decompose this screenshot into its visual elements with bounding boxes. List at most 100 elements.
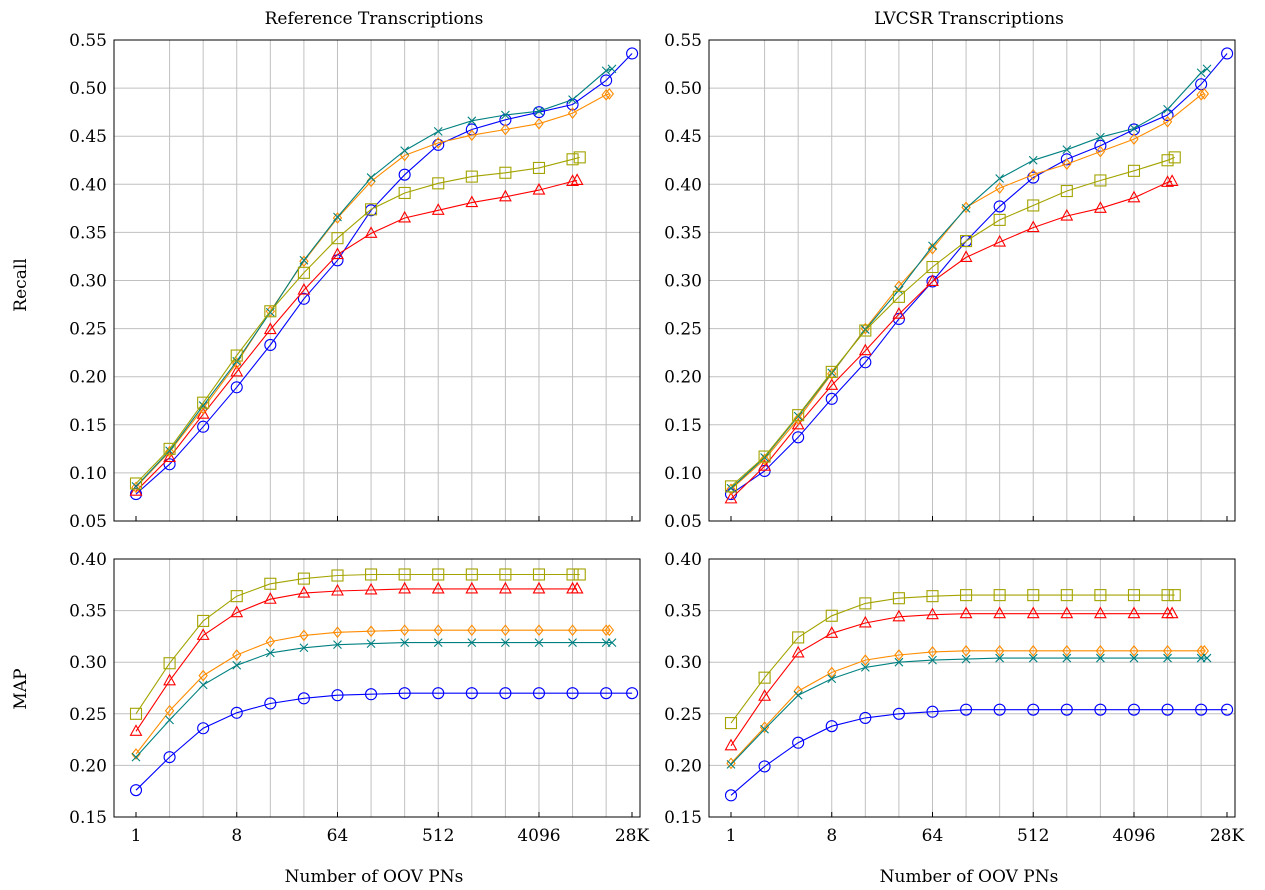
data-point bbox=[827, 674, 837, 684]
data-point bbox=[163, 657, 176, 670]
y-tick-label: 0.05 bbox=[69, 512, 107, 532]
data-point bbox=[433, 127, 443, 136]
data-point bbox=[465, 568, 478, 581]
data-point bbox=[926, 274, 939, 287]
data-point bbox=[398, 568, 411, 581]
data-point bbox=[129, 477, 143, 490]
data-point bbox=[499, 166, 512, 179]
data-point bbox=[573, 568, 586, 581]
data-point bbox=[1168, 589, 1181, 602]
data-point bbox=[432, 687, 445, 700]
data-point bbox=[825, 609, 838, 622]
data-point bbox=[498, 581, 512, 594]
data-point bbox=[567, 107, 578, 119]
data-point bbox=[959, 250, 973, 262]
series-line bbox=[135, 588, 578, 732]
data-point bbox=[297, 572, 310, 585]
data-point bbox=[532, 161, 546, 174]
data-point bbox=[131, 748, 141, 760]
data-point bbox=[197, 396, 210, 409]
data-point bbox=[299, 629, 309, 642]
data-point bbox=[993, 200, 1006, 213]
data-point bbox=[398, 687, 411, 700]
y-tick-label: 0.55 bbox=[664, 31, 702, 51]
data-point bbox=[792, 631, 805, 644]
data-point bbox=[230, 349, 243, 362]
data-point bbox=[1027, 703, 1040, 716]
data-point bbox=[928, 241, 937, 251]
data-point bbox=[1221, 47, 1234, 60]
y-tick-label: 0.20 bbox=[69, 756, 107, 776]
data-point bbox=[892, 307, 906, 319]
y-tick-label: 0.30 bbox=[69, 272, 107, 292]
data-point bbox=[163, 751, 176, 764]
data-point bbox=[467, 129, 477, 142]
data-point bbox=[927, 645, 938, 658]
data-point bbox=[1096, 132, 1105, 142]
y-tick-label: 0.15 bbox=[69, 808, 107, 828]
data-point bbox=[960, 235, 973, 248]
data-point bbox=[230, 590, 243, 603]
data-point bbox=[331, 689, 344, 702]
data-point bbox=[859, 356, 872, 369]
data-point bbox=[1028, 168, 1038, 181]
data-point bbox=[164, 445, 175, 458]
data-point bbox=[928, 655, 937, 665]
y-tick-label: 0.45 bbox=[69, 127, 107, 147]
data-point bbox=[398, 168, 411, 181]
data-point bbox=[1093, 606, 1107, 619]
x-tick-label: 4096 bbox=[1112, 826, 1155, 846]
data-point bbox=[165, 446, 174, 456]
series-circle bbox=[724, 703, 1234, 802]
data-point bbox=[961, 644, 971, 657]
data-point bbox=[1127, 190, 1141, 203]
data-point bbox=[264, 697, 277, 710]
y-tick-label: 0.05 bbox=[664, 512, 702, 532]
data-point bbox=[431, 203, 445, 215]
data-point bbox=[265, 648, 275, 658]
x-tick-label: 28K bbox=[615, 826, 650, 846]
axes-frame bbox=[708, 39, 1236, 522]
data-point bbox=[1060, 703, 1073, 716]
data-point bbox=[860, 654, 871, 667]
panel-title: Reference Transcriptions bbox=[265, 9, 484, 29]
data-point bbox=[230, 381, 243, 394]
plot-area: 0.15 0.20 0.25 0.30 0.35 0.40 1 8 64 512 4096 28K bbox=[69, 550, 649, 846]
data-point bbox=[498, 189, 512, 202]
y-tick-label: 0.10 bbox=[69, 464, 107, 484]
data-point bbox=[501, 638, 510, 647]
data-point bbox=[566, 174, 579, 186]
data-point bbox=[163, 450, 177, 463]
axes-frame bbox=[113, 558, 641, 818]
axes-frame bbox=[113, 39, 641, 522]
data-point bbox=[297, 292, 310, 305]
y-tick-label: 0.10 bbox=[664, 464, 702, 484]
data-point bbox=[431, 581, 445, 594]
data-point bbox=[858, 615, 872, 628]
data-point bbox=[724, 717, 738, 730]
x-tick-label: 512 bbox=[422, 826, 454, 846]
panel-ref-recall: Reference Transcriptions Recall bbox=[11, 9, 483, 312]
data-point bbox=[758, 450, 771, 463]
data-point bbox=[1199, 87, 1210, 100]
data-point bbox=[994, 182, 1005, 195]
data-point bbox=[726, 759, 736, 769]
series-square bbox=[129, 151, 586, 490]
y-tick-label: 0.55 bbox=[69, 31, 107, 51]
data-point bbox=[626, 687, 639, 700]
data-point bbox=[230, 706, 243, 719]
series-line bbox=[135, 179, 578, 492]
data-point bbox=[232, 649, 242, 661]
data-point bbox=[129, 724, 143, 736]
y-tick-label: 0.45 bbox=[664, 127, 702, 147]
data-point bbox=[230, 364, 244, 377]
data-point bbox=[960, 703, 973, 716]
data-point bbox=[532, 581, 546, 594]
data-point bbox=[1062, 644, 1072, 657]
data-point bbox=[626, 47, 639, 60]
data-point bbox=[1062, 158, 1072, 170]
data-point bbox=[994, 644, 1005, 657]
x-tick-label: 4096 bbox=[517, 826, 560, 846]
data-point bbox=[827, 367, 837, 380]
data-point bbox=[724, 738, 738, 751]
